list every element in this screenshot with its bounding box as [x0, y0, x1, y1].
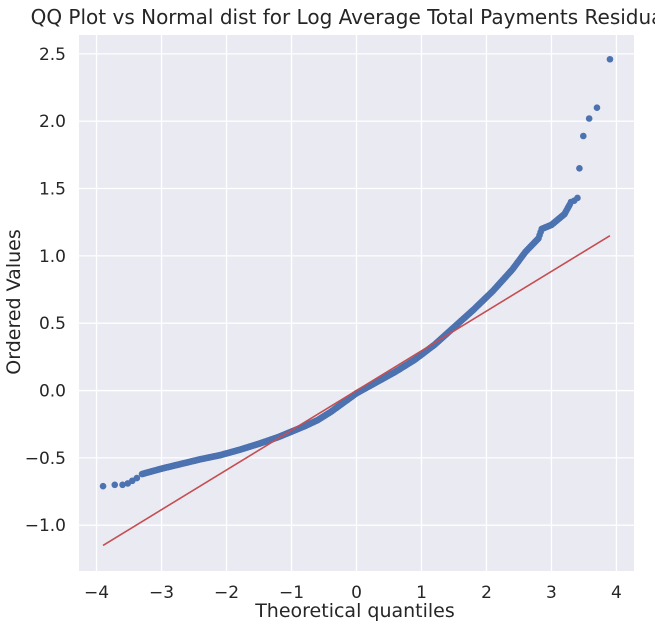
y-tick-label: 0.0: [39, 382, 66, 402]
x-tick-label: 1: [416, 583, 427, 603]
y-tick-label: 2.0: [39, 112, 66, 132]
x-axis-label: Theoretical quantiles: [254, 600, 455, 622]
x-tick-label: 3: [546, 583, 557, 603]
grid-lines: [79, 35, 634, 571]
x-tick-label: −2: [214, 583, 239, 603]
y-tick-label: −0.5: [25, 449, 66, 469]
sample-point: [111, 481, 119, 489]
x-tick-label: 4: [611, 583, 622, 603]
sample-point: [119, 481, 126, 489]
chart-title: QQ Plot vs Normal dist for Log Average T…: [31, 5, 655, 29]
x-tick-label: −3: [149, 583, 174, 603]
y-tick-label: −1.0: [25, 516, 66, 536]
x-tick-labels: −4 −3 −2 −1 0 1 2 3 4: [84, 583, 622, 603]
sample-point: [593, 104, 601, 112]
sample-point: [585, 115, 593, 122]
sample-point: [606, 55, 614, 63]
sample-point: [576, 165, 583, 172]
x-tick-label: 2: [481, 583, 492, 603]
x-tick-label: −4: [84, 583, 109, 603]
x-tick-label: 0: [351, 583, 362, 603]
reference-line: [102, 234, 611, 547]
sample-point: [133, 474, 141, 482]
sample-point: [99, 482, 107, 490]
y-tick-labels: −1.0 −0.5 0.0 0.5 1.0 1.5 2.0 2.5: [25, 45, 66, 536]
y-tick-label: 1.5: [39, 180, 66, 200]
y-tick-label: 0.5: [39, 314, 66, 334]
sample-point: [580, 132, 587, 140]
y-tick-label: 2.5: [39, 45, 66, 65]
sample-point: [574, 194, 581, 202]
x-tick-label: −1: [279, 583, 304, 603]
y-tick-label: 1.0: [39, 247, 66, 267]
sample-points: [99, 55, 614, 490]
y-axis-label: Ordered Values: [3, 229, 25, 374]
